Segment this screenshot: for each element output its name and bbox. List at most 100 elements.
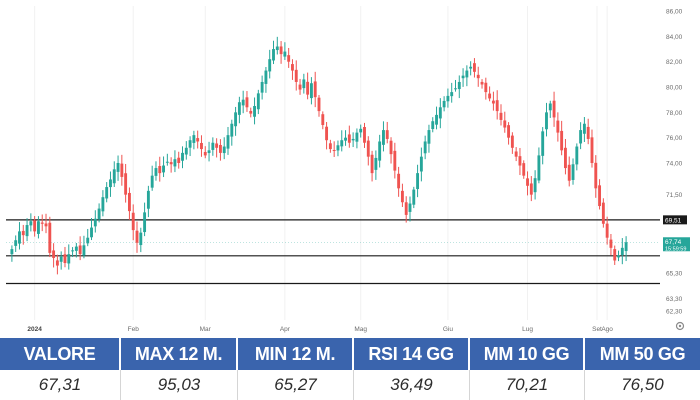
candle-body [567,164,571,181]
candle-body [510,135,514,148]
candle-body [363,127,366,143]
x-tick-label: Apr [280,326,291,333]
candle-body [435,114,438,125]
candle-body [382,130,385,145]
candle-body [234,112,238,127]
value-rsi-14gg: 36,49 [354,370,470,400]
header-max-12m: MAX 12 M. [121,338,238,370]
value-valore: 67,31 [0,370,121,400]
candle-body [97,208,101,220]
stats-value-row: 67,31 95,03 65,27 36,49 70,21 76,50 [0,370,700,400]
candle-body [473,63,476,72]
current-price-label: 67,74 [665,239,682,246]
candle-body [317,97,321,112]
candle-body [620,247,624,256]
candle-body [158,166,162,174]
candle-body [590,137,594,163]
candle-body [537,155,541,181]
candle-body [82,245,86,256]
candle-body [344,137,347,141]
candle-body [454,88,457,90]
candle-body [507,125,511,138]
candle-body [359,128,363,133]
candle-body [200,142,203,150]
candle-body [309,83,313,99]
x-tick-label: Mar [200,326,212,333]
candle-body [613,249,617,261]
candle-body [78,245,82,255]
candle-body [564,147,567,169]
candle-body [541,131,545,156]
y-tick-label: 84,00 [666,34,683,41]
candle-body [503,120,507,128]
candle-body [74,246,78,251]
y-tick-label: 62,30 [666,309,683,316]
y-tick-label: 82,00 [666,59,683,66]
candle-body [457,81,461,90]
candle-body [143,212,147,233]
x-tick-label: Mag [354,326,367,333]
candle-body [256,93,260,110]
candle-body [36,221,40,234]
candle-body [294,69,298,82]
level-price-label: 69,51 [665,217,682,224]
candle-body [575,146,579,165]
candle-body [389,140,393,155]
candle-body [594,162,598,189]
candle-body [370,154,374,174]
candle-body [556,120,560,133]
candle-body [351,138,355,141]
candle-body [488,93,492,99]
x-tick-label: 2024 [27,326,42,333]
candle-body [40,222,44,224]
candle-body [249,110,253,114]
candle-body [366,140,370,157]
value-min-12m: 65,27 [238,370,354,400]
horizontal-levels [6,219,660,285]
candle-body [465,70,469,78]
candle-body [154,168,158,176]
candle-body [162,165,165,173]
candle-body [461,75,465,79]
candle-body [624,242,628,252]
candle-body [44,223,48,227]
candle-body [480,81,484,85]
candle-body [230,123,234,137]
candle-body [124,173,128,195]
candle-body [101,197,105,212]
header-mm-50gg: MM 50 GG [585,338,700,370]
candle-body [526,178,529,186]
candle-body [14,240,18,246]
candle-body [177,157,181,163]
candle-body [438,107,442,119]
candle-body [192,135,196,143]
candle-body [374,157,378,170]
candle-body [196,138,200,142]
candle-body [378,141,382,161]
candle-body [105,187,109,199]
x-tick-label: Ago [601,326,613,333]
x-tick-label: Feb [128,326,140,333]
candle-body [86,237,90,244]
candle-body [291,64,294,71]
candle-body [529,183,533,195]
candle-body [10,249,14,255]
candle-body [469,66,473,69]
candle-body [29,221,33,226]
y-tick-label: 74,00 [666,161,683,168]
countdown-label: 15:59:59 [665,246,686,252]
candle-body [264,70,268,84]
candle-body [495,100,499,112]
candle-body [601,202,605,224]
candle-body [491,100,495,104]
candle-body [545,112,548,130]
candle-body [617,255,620,258]
candle-body [241,99,245,106]
candle-body [181,152,184,161]
x-tick-label: Lug [522,326,533,333]
candle-body [90,227,93,238]
settings-gear-icon[interactable] [675,321,685,331]
candle-body [336,145,340,151]
candle-body [127,192,131,212]
